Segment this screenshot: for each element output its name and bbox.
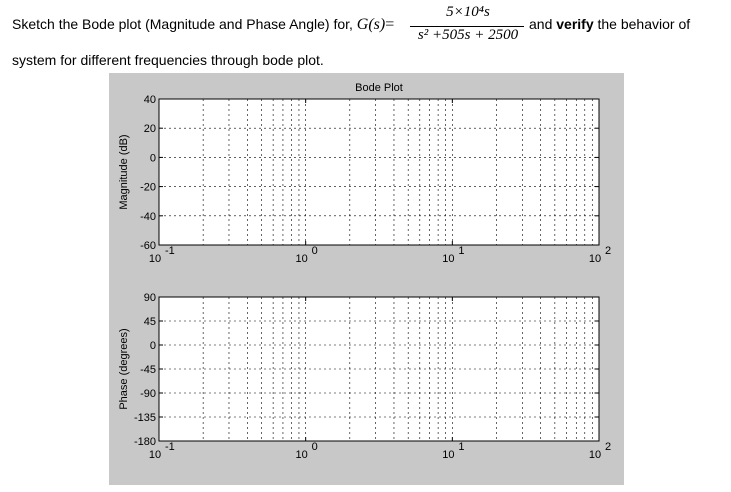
- verify-word: verify: [556, 16, 594, 32]
- phase-ytick-label: 90: [144, 292, 156, 304]
- problem-statement: Sketch the Bode plot (Magnitude and Phas…: [12, 4, 727, 68]
- phase-xtick-exponent: 1: [458, 441, 464, 453]
- magnitude-ytick-label: 0: [150, 152, 156, 164]
- chart-title: Bode Plot: [355, 82, 403, 94]
- transfer-function-fraction: 5×10⁴s s² +505s + 2500: [408, 4, 528, 46]
- after-text: the behavior of: [597, 16, 691, 32]
- problem-line-2: system for different frequencies through…: [12, 52, 324, 68]
- phase-ytick-label: 0: [150, 340, 156, 352]
- magnitude-xtick-exponent: 2: [605, 245, 611, 257]
- magnitude-xtick-label: 10: [589, 253, 601, 265]
- magnitude-plot-area: [158, 98, 600, 246]
- phase-xtick-exponent: 0: [312, 441, 318, 453]
- phase-xtick-label: 10: [296, 449, 308, 461]
- magnitude-ytick-label: 20: [144, 123, 156, 135]
- phase-xtick-label: 10: [589, 449, 601, 461]
- magnitude-xtick-exponent: 1: [458, 245, 464, 257]
- magnitude-ytick-label: -40: [140, 211, 156, 223]
- phase-xtick-label: 10: [442, 449, 454, 461]
- magnitude-xtick-label: 10: [442, 253, 454, 265]
- phase-ytick-label: -180: [134, 436, 156, 448]
- magnitude-ylabel: Magnitude (dB): [118, 134, 130, 209]
- and-text: and: [529, 16, 553, 32]
- bode-plot-figure: 40 20 0 -20 -40 -60 10 -1 10 0 10 1 10 2 Magnitude (dB…: [109, 73, 624, 485]
- phase-ytick-label: -135: [134, 412, 156, 424]
- phase-xtick-exponent: -1: [165, 441, 175, 453]
- magnitude-xtick-label: 10: [149, 253, 161, 265]
- problem-line-1-end: and verify the behavior of: [529, 16, 690, 32]
- phase-xtick-label: 10: [149, 449, 161, 461]
- magnitude-xtick-label: 10: [296, 253, 308, 265]
- problem-intro: Sketch the Bode plot (Magnitude and Phas…: [12, 16, 353, 32]
- problem-line-1: Sketch the Bode plot (Magnitude and Phas…: [12, 16, 394, 34]
- phase-xtick-exponent: 2: [605, 441, 611, 453]
- magnitude-ytick-label: 40: [144, 94, 156, 106]
- fraction-bar: [410, 26, 524, 27]
- magnitude-ytick-label: -60: [140, 240, 156, 252]
- phase-ytick-label: -90: [140, 388, 156, 400]
- magnitude-xtick-exponent: 0: [312, 245, 318, 257]
- denominator: s² +505s + 2500: [417, 27, 519, 43]
- phase-ytick-label: -45: [140, 364, 156, 376]
- phase-ylabel: Phase (degrees): [118, 328, 130, 409]
- numerator: 5×10⁴s: [446, 4, 490, 20]
- phase-ytick-label: 45: [144, 316, 156, 328]
- magnitude-ytick-label: -20: [140, 182, 156, 194]
- transfer-function-label: G(s)=: [356, 16, 395, 33]
- magnitude-xtick-exponent: -1: [165, 245, 175, 257]
